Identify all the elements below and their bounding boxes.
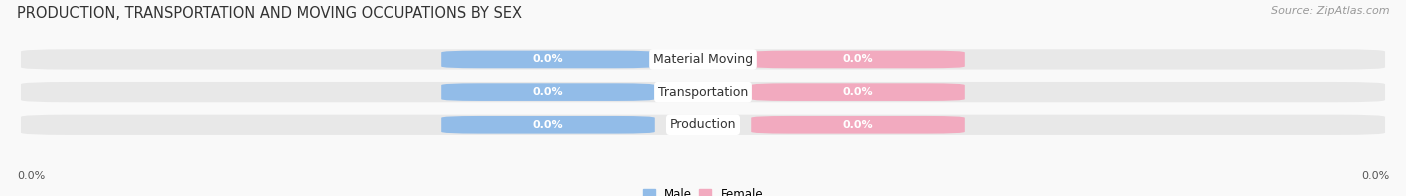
Text: Material Moving: Material Moving [652,53,754,66]
Text: 0.0%: 0.0% [533,54,564,64]
FancyBboxPatch shape [441,83,655,101]
Text: 0.0%: 0.0% [842,120,873,130]
Text: 0.0%: 0.0% [1361,171,1389,181]
FancyBboxPatch shape [21,115,1385,135]
Text: PRODUCTION, TRANSPORTATION AND MOVING OCCUPATIONS BY SEX: PRODUCTION, TRANSPORTATION AND MOVING OC… [17,6,522,21]
Text: 0.0%: 0.0% [842,54,873,64]
Text: Production: Production [669,118,737,131]
Text: Transportation: Transportation [658,86,748,99]
Legend: Male, Female: Male, Female [638,183,768,196]
FancyBboxPatch shape [441,116,655,134]
FancyBboxPatch shape [21,82,1385,102]
Text: Source: ZipAtlas.com: Source: ZipAtlas.com [1271,6,1389,16]
FancyBboxPatch shape [751,116,965,134]
Text: 0.0%: 0.0% [842,87,873,97]
FancyBboxPatch shape [441,51,655,68]
FancyBboxPatch shape [21,49,1385,70]
FancyBboxPatch shape [751,51,965,68]
FancyBboxPatch shape [751,83,965,101]
Text: 0.0%: 0.0% [533,87,564,97]
Text: 0.0%: 0.0% [17,171,45,181]
Text: 0.0%: 0.0% [533,120,564,130]
